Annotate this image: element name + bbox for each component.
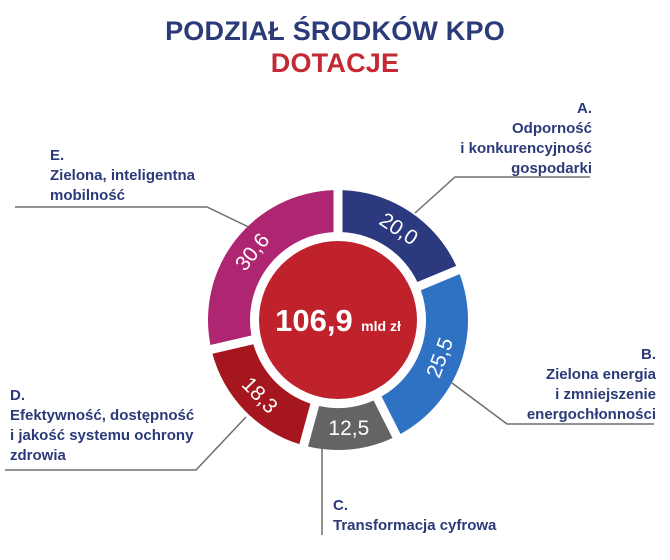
callout-d-line-2: i jakość systemu ochrony	[10, 427, 194, 444]
callout-b-line-3: energochłonności	[526, 406, 656, 423]
leader-line-b	[451, 382, 654, 425]
callout-d-line-3: zdrowia	[10, 447, 66, 464]
callout-d: D. Efektywność, dostępność i jakość syst…	[10, 386, 194, 466]
center-total-circle	[259, 241, 417, 399]
callout-e-letter: E.	[50, 147, 65, 164]
leader-line-a	[414, 176, 590, 214]
callout-b-line-1: Zielona energia	[545, 366, 656, 383]
callout-a-line-2: i konkurencyjność	[460, 140, 592, 157]
leader-line-e	[15, 206, 260, 233]
center-total-unit: mld zł	[361, 318, 401, 334]
chart-title: PODZIAŁ ŚRODKÓW KPO	[165, 16, 505, 46]
donut-segment-d	[212, 344, 311, 445]
leader-line-d	[5, 416, 247, 471]
center-total-label: 106,9 mld zł	[275, 303, 401, 338]
callout-a-letter: A.	[577, 100, 592, 117]
donut-segment-c	[308, 400, 393, 450]
callout-a-line-1: Odporność	[511, 120, 592, 137]
callout-c: C. Transformacja cyfrowa	[333, 496, 496, 536]
segment-value-c: 12,5	[328, 417, 369, 440]
callout-a: A. Odporność i konkurencyjność gospodark…	[460, 99, 592, 179]
callout-e-line-1: Zielona, inteligentna	[50, 167, 196, 184]
callout-a-line-3: gospodarki	[511, 160, 592, 177]
callout-e: E. Zielona, inteligentna mobilność	[50, 146, 195, 206]
callout-d-line-1: Efektywność, dostępność	[10, 407, 195, 424]
center-total-value: 106,9	[275, 303, 353, 338]
callout-d-letter: D.	[10, 387, 25, 404]
callout-b-letter: B.	[641, 346, 656, 363]
callout-e-line-2: mobilność	[50, 187, 126, 204]
donut-segment-e	[207, 190, 334, 345]
callout-c-line-1: Transformacja cyfrowa	[333, 517, 497, 534]
donut-segment-a	[342, 190, 457, 283]
leader-lines	[5, 176, 654, 535]
donut-segment-b	[381, 274, 469, 434]
chart-subtitle: DOTACJE	[270, 48, 400, 78]
callout-b-line-2: i zmniejszenie	[555, 386, 656, 403]
callout-c-letter: C.	[333, 497, 348, 514]
donut-segments: 20,025,512,518,330,6	[207, 190, 469, 450]
callout-b: B. Zielona energia i zmniejszenie energo…	[527, 345, 656, 425]
